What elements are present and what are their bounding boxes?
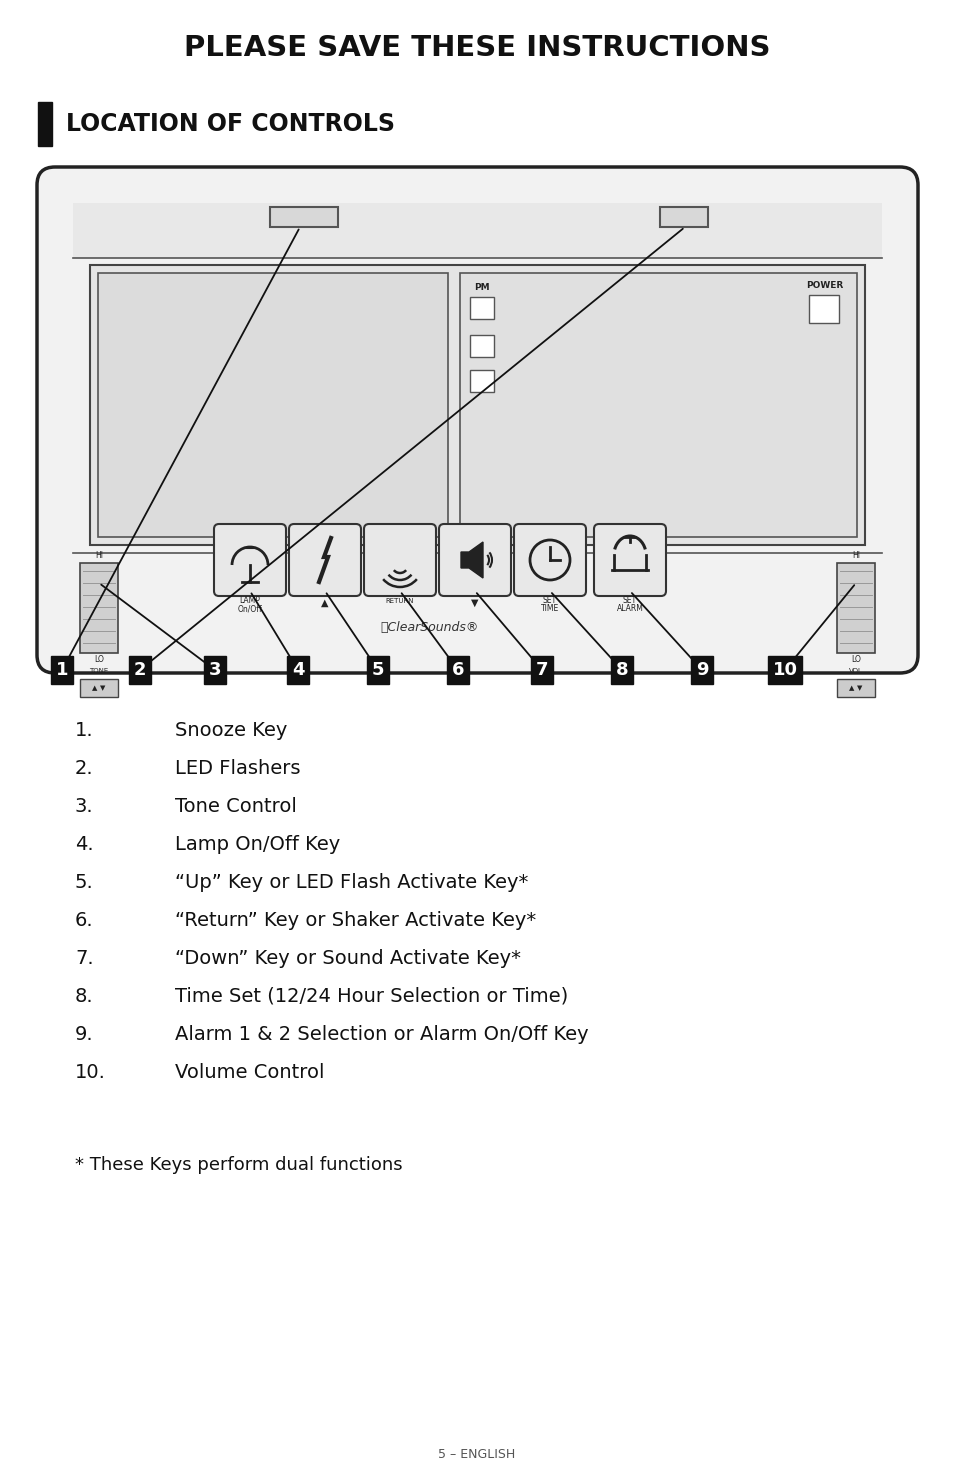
FancyBboxPatch shape [213, 524, 286, 596]
Text: HI: HI [95, 552, 103, 560]
Text: LOCATION OF CONTROLS: LOCATION OF CONTROLS [66, 112, 395, 136]
Text: 1: 1 [55, 661, 69, 679]
Text: Tone Control: Tone Control [174, 796, 296, 816]
Bar [90, 266, 864, 544]
Text: 2.: 2. [75, 758, 93, 777]
Bar [470, 370, 494, 392]
Polygon shape [460, 541, 482, 578]
Text: Snooze Key: Snooze Key [174, 720, 287, 739]
Text: LAMP: LAMP [239, 596, 260, 605]
Text: ALARM: ALARM [616, 603, 642, 614]
Text: 8.: 8. [75, 987, 93, 1006]
Text: ⓈClearSounds®: ⓈClearSounds® [380, 621, 478, 634]
Text: ▲: ▲ [848, 684, 854, 690]
Text: 5: 5 [372, 661, 384, 679]
FancyBboxPatch shape [37, 167, 917, 673]
Text: POWER: POWER [805, 280, 842, 289]
Text: 2: 2 [133, 661, 146, 679]
Bar [659, 207, 707, 227]
Text: 4.: 4. [75, 835, 93, 854]
Text: 6: 6 [452, 661, 464, 679]
Bar [270, 207, 337, 227]
Text: Lamp On/Off Key: Lamp On/Off Key [174, 835, 340, 854]
Text: 10.: 10. [75, 1062, 106, 1081]
Text: ▼: ▼ [100, 684, 106, 690]
Text: “Up” Key or LED Flash Activate Key*: “Up” Key or LED Flash Activate Key* [174, 873, 528, 891]
FancyBboxPatch shape [594, 524, 665, 596]
Text: 1.: 1. [75, 720, 93, 739]
Text: ▲: ▲ [321, 597, 329, 608]
Text: 8: 8 [615, 661, 628, 679]
Text: On/Off: On/Off [237, 603, 262, 614]
Text: 10: 10 [772, 661, 797, 679]
Bar [80, 563, 118, 653]
Text: 7.: 7. [75, 948, 93, 968]
Text: 3.: 3. [75, 796, 93, 816]
Text: Volume Control: Volume Control [174, 1062, 324, 1081]
Text: 9: 9 [695, 661, 707, 679]
Bar [808, 295, 838, 323]
Text: 5 – ENGLISH: 5 – ENGLISH [438, 1448, 515, 1462]
Text: RETURN: RETURN [385, 597, 414, 603]
Text: LED Flashers: LED Flashers [174, 758, 300, 777]
Bar [73, 204, 882, 258]
Text: SET: SET [622, 596, 637, 605]
FancyBboxPatch shape [514, 524, 585, 596]
Text: 5.: 5. [75, 873, 93, 891]
Text: Alarm 1 & 2 Selection or Alarm On/Off Key: Alarm 1 & 2 Selection or Alarm On/Off Ke… [174, 1025, 588, 1043]
Bar [836, 678, 874, 698]
Text: 4: 4 [292, 661, 304, 679]
Text: 9.: 9. [75, 1025, 93, 1043]
Text: 3: 3 [209, 661, 221, 679]
Bar [836, 563, 874, 653]
Text: TONE: TONE [90, 668, 109, 674]
Bar [470, 296, 494, 319]
Text: HI: HI [851, 552, 859, 560]
Text: PLEASE SAVE THESE INSTRUCTIONS: PLEASE SAVE THESE INSTRUCTIONS [184, 34, 769, 62]
Bar [470, 335, 494, 357]
Text: ▼: ▼ [857, 684, 862, 690]
Text: ▲: ▲ [92, 684, 97, 690]
FancyBboxPatch shape [364, 524, 436, 596]
Text: PM: PM [474, 283, 489, 292]
Text: 6.: 6. [75, 910, 93, 929]
Text: VOL: VOL [848, 668, 862, 674]
Text: LO: LO [850, 655, 860, 665]
Bar [80, 678, 118, 698]
Bar [98, 273, 448, 537]
Text: “Return” Key or Shaker Activate Key*: “Return” Key or Shaker Activate Key* [174, 910, 536, 929]
Text: Time Set (12/24 Hour Selection or Time): Time Set (12/24 Hour Selection or Time) [174, 987, 568, 1006]
Text: ▼: ▼ [471, 597, 478, 608]
Text: * These Keys perform dual functions: * These Keys perform dual functions [75, 1156, 402, 1174]
Text: TIME: TIME [540, 603, 558, 614]
Bar [459, 273, 856, 537]
FancyBboxPatch shape [289, 524, 360, 596]
Text: LO: LO [94, 655, 104, 665]
FancyBboxPatch shape [438, 524, 511, 596]
Text: SET: SET [542, 596, 557, 605]
Text: “Down” Key or Sound Activate Key*: “Down” Key or Sound Activate Key* [174, 948, 520, 968]
Text: 7: 7 [536, 661, 548, 679]
Bar [38, 102, 52, 146]
